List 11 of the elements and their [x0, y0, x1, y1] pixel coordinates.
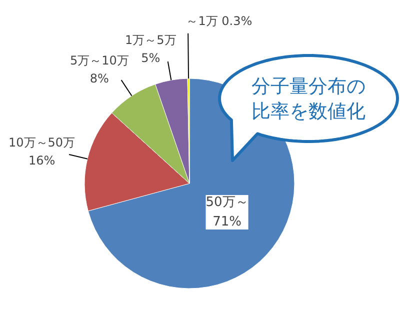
slice-label: 5万～10万 [70, 53, 129, 68]
slice-label: 1万～5万 [125, 32, 176, 47]
slice-label: 10万～50万 [8, 135, 76, 150]
text: 分子量分布の [252, 76, 366, 98]
data-label: 16% [28, 154, 56, 168]
text: 比率を数値化 [252, 100, 366, 122]
slice-label: ～1万 0.3% [186, 14, 252, 28]
data-label: 71% [212, 214, 242, 230]
data-label: 5% [141, 51, 160, 66]
slice-label: 50万～ [206, 194, 248, 210]
data-label: 8% [90, 72, 109, 86]
